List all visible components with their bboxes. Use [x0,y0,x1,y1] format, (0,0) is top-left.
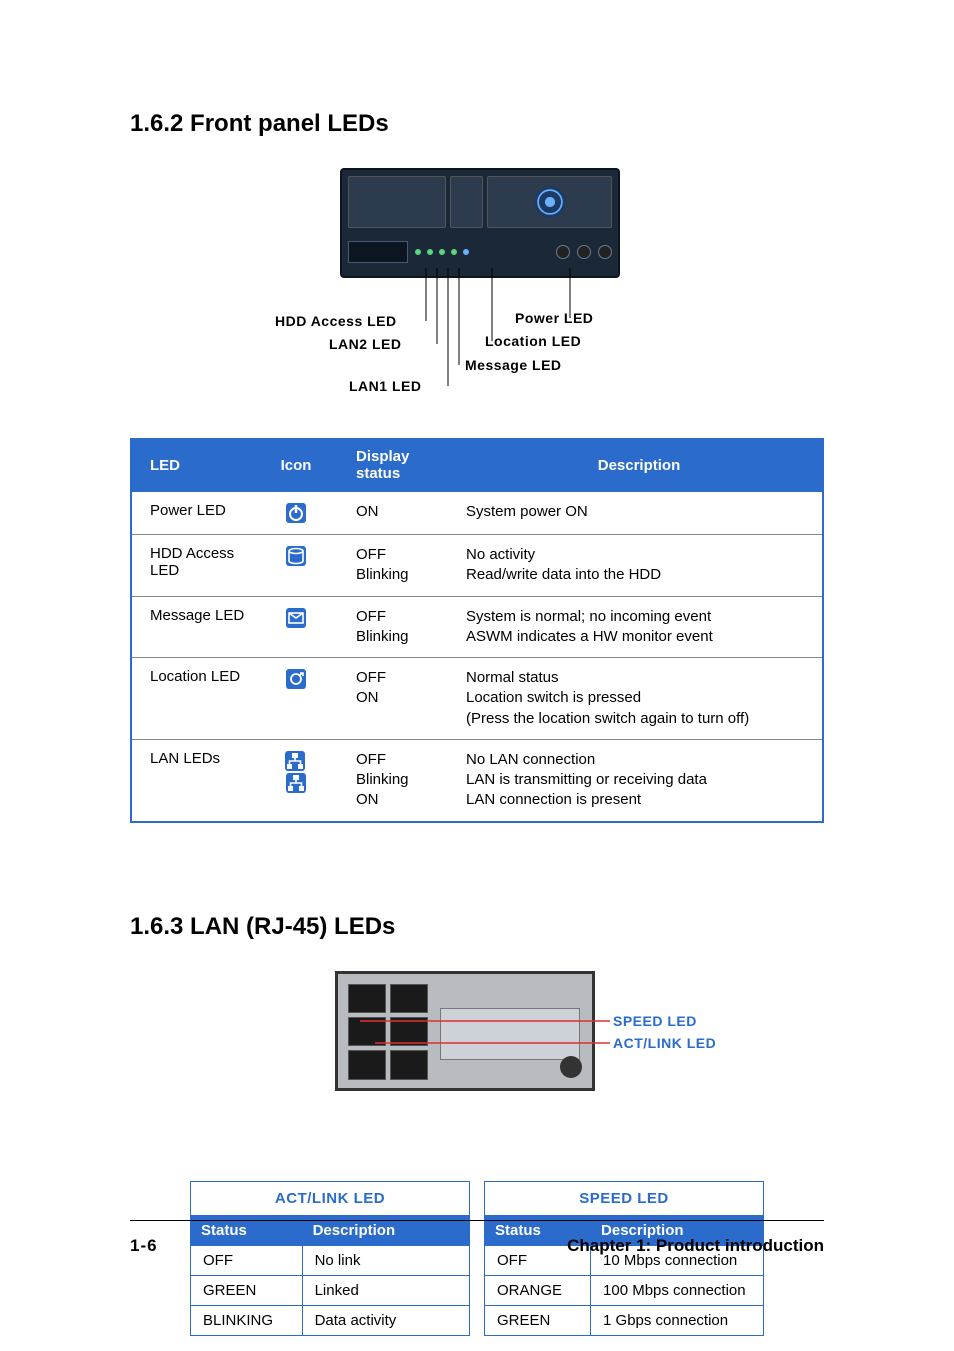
cell-icon [266,658,326,740]
table-row: ORANGE100 Mbps connection [485,1275,764,1305]
section-2-heading: 1.6.3 LAN (RJ-45) LEDs [130,913,824,941]
chapter-title: Chapter 1: Product introduction [567,1236,824,1256]
label-message: Message LED [465,357,562,373]
table-row: Message LED OFFBlinking System is normal… [131,596,823,658]
th-group-speed: SPEED LED [485,1181,764,1215]
cell: Linked [302,1275,469,1305]
cell: GREEN [191,1275,303,1305]
front-panel-led-table: LED Icon Display status Description Powe… [130,438,824,823]
cell-status: OFFBlinking [326,596,456,658]
page-number: 1-6 [130,1236,158,1256]
cell-led: Location LED [131,658,266,740]
cell-led: Power LED [131,492,266,535]
label-lan2: LAN2 LED [329,336,401,352]
cell-status: OFFBlinking [326,535,456,597]
fan-icon [533,185,567,219]
power-icon [285,502,307,524]
message-icon [285,607,307,629]
cell-desc: System is normal; no incoming eventASWM … [456,596,823,658]
cell-desc: No LAN connectionLAN is transmitting or … [456,739,823,821]
cell: BLINKING [191,1305,303,1335]
table-row: Power LED ON System power ON [131,492,823,535]
cell-desc: Normal statusLocation switch is pressed(… [456,658,823,740]
label-power: Power LED [515,310,593,326]
th-status: Display status [326,439,456,492]
cell-led: LAN LEDs [131,739,266,821]
front-panel-diagram: HDD Access LED LAN2 LED LAN1 LED Power L… [130,168,824,428]
cell-status: OFFON [326,658,456,740]
cell-icon [266,596,326,658]
cell: No link [302,1245,469,1275]
table-row: GREEN1 Gbps connection [485,1305,764,1335]
cell: 1 Gbps connection [591,1305,764,1335]
table-row: GREENLinked [191,1275,470,1305]
table-row: HDD Access LED OFFBlinking No activityRe… [131,535,823,597]
table-row: BLINKINGData activity [191,1305,470,1335]
lan-icon [284,750,306,772]
footer-rule [130,1220,824,1221]
lan-rear-illustration [335,971,595,1091]
front-panel-device-illustration [340,168,620,278]
cell: ORANGE [485,1275,591,1305]
label-location: Location LED [485,333,581,349]
location-icon [285,668,307,690]
cell-icon [266,739,326,821]
cell-led: HDD Access LED [131,535,266,597]
cell-status: OFFBlinkingON [326,739,456,821]
lan-diagram: SPEED LED ACT/LINK LED [130,971,824,1141]
speed-led-table: SPEED LED Status Description OFF10 Mbps … [484,1181,764,1336]
cell: GREEN [485,1305,591,1335]
led-table-body: Power LED ON System power ON HDD Access … [131,492,823,822]
cell-led: Message LED [131,596,266,658]
th-group-actlink: ACT/LINK LED [191,1181,470,1215]
cell: 100 Mbps connection [591,1275,764,1305]
cell: OFF [191,1245,303,1275]
cell: Data activity [302,1305,469,1335]
cell-icon [266,492,326,535]
lan-led-tables: ACT/LINK LED Status Description OFFNo li… [190,1181,764,1336]
actlink-led-table: ACT/LINK LED Status Description OFFNo li… [190,1181,470,1336]
section-1-heading: 1.6.2 Front panel LEDs [130,110,824,138]
cell-desc: System power ON [456,492,823,535]
label-speed-led: SPEED LED [613,1013,697,1029]
label-hdd-access: HDD Access LED [275,313,397,329]
cell-icon [266,535,326,597]
th-desc: Description [456,439,823,492]
table-row: LAN LEDs OFFBlinkingON No LAN connection… [131,739,823,821]
th-led: LED [131,439,266,492]
lan-icon [285,772,307,794]
cell-desc: No activityRead/write data into the HDD [456,535,823,597]
label-actlink-led: ACT/LINK LED [613,1035,716,1051]
cell-status: ON [326,492,456,535]
table-row: OFFNo link [191,1245,470,1275]
hdd-icon [285,545,307,567]
th-icon: Icon [266,439,326,492]
table-row: Location LED OFFON Normal statusLocation… [131,658,823,740]
label-lan1: LAN1 LED [349,378,421,394]
